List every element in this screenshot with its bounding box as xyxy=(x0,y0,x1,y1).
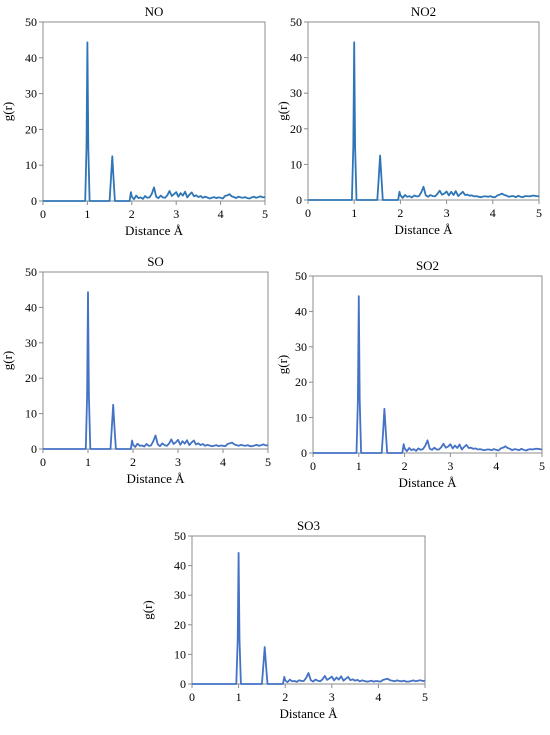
chart-title: NO2 xyxy=(411,4,436,19)
y-tick-label: 50 xyxy=(174,529,186,543)
y-axis-label: g(r) xyxy=(140,600,155,620)
series-line-gr xyxy=(192,552,426,685)
x-tick-label: 2 xyxy=(130,455,136,469)
y-tick-label: 30 xyxy=(25,87,37,101)
chart-title: SO xyxy=(147,254,164,269)
chart-svg: NO 0 10 20 30 40 50 0 1 2 3 4 5 Distance Å g(r) xyxy=(0,4,268,238)
plot-area-frame xyxy=(42,21,266,202)
x-tick-label: 5 xyxy=(422,690,428,704)
x-tick-label: 4 xyxy=(490,206,496,220)
x-tick-label: 1 xyxy=(356,459,362,473)
chart-svg: NO2 0 10 20 30 40 50 0 1 2 3 4 5 Distance Å g(r) xyxy=(275,4,542,237)
y-tick-label: 0 xyxy=(180,677,186,691)
y-tick-label: 20 xyxy=(174,618,186,632)
y-tick-label: 0 xyxy=(301,446,307,460)
y-tick-label: 40 xyxy=(290,51,302,65)
y-tick-label: 20 xyxy=(290,122,302,136)
x-tick-label: 0 xyxy=(310,459,316,473)
x-tick-label: 5 xyxy=(539,459,545,473)
x-tick-label: 0 xyxy=(189,690,195,704)
y-tick-label: 40 xyxy=(25,51,37,65)
x-tick-label: 3 xyxy=(173,207,179,221)
x-axis-label: Distance Å xyxy=(394,222,453,237)
x-tick-label: 0 xyxy=(305,206,311,220)
x-tick-label: 1 xyxy=(351,206,357,220)
x-axis-label: Distance Å xyxy=(279,706,338,721)
y-tick-label: 20 xyxy=(295,375,307,389)
x-tick-label: 3 xyxy=(329,690,335,704)
x-axis-label: Distance Å xyxy=(398,475,457,490)
chart-panel-so3: SO3 0 10 20 30 40 50 0 1 2 3 4 5 Distance Å g(r) xyxy=(140,503,430,730)
x-tick-label: 4 xyxy=(375,690,381,704)
y-tick-label: 50 xyxy=(290,15,302,29)
plot-area-frame xyxy=(42,271,269,450)
x-tick-label: 0 xyxy=(40,207,46,221)
x-tick-label: 4 xyxy=(218,207,224,221)
x-tick-label: 0 xyxy=(40,455,46,469)
y-axis-label: g(r) xyxy=(0,102,15,122)
chart-panel-no: NO 0 10 20 30 40 50 0 1 2 3 4 5 Distance Å g(r) xyxy=(0,0,272,245)
series-line-gr xyxy=(43,291,269,450)
x-tick-label: 3 xyxy=(175,455,181,469)
x-tick-label: 4 xyxy=(220,455,226,469)
x-tick-label: 5 xyxy=(262,207,268,221)
x-tick-label: 2 xyxy=(129,207,135,221)
x-tick-label: 4 xyxy=(493,459,499,473)
x-tick-label: 3 xyxy=(447,459,453,473)
chart-title: NO xyxy=(145,4,164,19)
y-tick-label: 50 xyxy=(25,15,37,29)
series-line-gr xyxy=(308,41,540,201)
x-axis-label: Distance Å xyxy=(126,471,185,486)
y-tick-label: 30 xyxy=(295,340,307,354)
y-tick-label: 40 xyxy=(174,559,186,573)
y-tick-label: 40 xyxy=(295,304,307,318)
series-line-gr xyxy=(313,295,543,454)
plot-area-frame xyxy=(191,535,426,685)
y-axis-label: g(r) xyxy=(275,101,290,121)
y-tick-label: 10 xyxy=(295,411,307,425)
y-tick-label: 10 xyxy=(25,158,37,172)
x-tick-label: 3 xyxy=(444,206,450,220)
y-axis-label: g(r) xyxy=(0,351,15,371)
chart-panel-no2: NO2 0 10 20 30 40 50 0 1 2 3 4 5 Distance Å g(r) xyxy=(275,0,547,245)
y-tick-label: 0 xyxy=(31,194,37,208)
y-tick-label: 50 xyxy=(295,269,307,283)
plot-area-frame xyxy=(307,21,540,201)
x-axis-label: Distance Å xyxy=(125,223,184,238)
chart-svg: SO 0 10 20 30 40 50 0 1 2 3 4 5 Distance Å g(r) xyxy=(0,254,271,486)
y-tick-label: 0 xyxy=(296,193,302,207)
chart-panel-so2: SO2 0 10 20 30 40 50 0 1 2 3 4 5 Distance Å g(r) xyxy=(275,250,547,495)
plot-area-frame xyxy=(312,275,543,454)
y-axis-label: g(r) xyxy=(275,355,290,375)
chart-title: SO2 xyxy=(416,258,439,273)
y-tick-label: 50 xyxy=(25,265,37,279)
x-tick-label: 1 xyxy=(236,690,242,704)
x-tick-label: 2 xyxy=(402,459,408,473)
x-tick-label: 5 xyxy=(265,455,271,469)
y-tick-label: 10 xyxy=(25,407,37,421)
chart-svg: SO3 0 10 20 30 40 50 0 1 2 3 4 5 Distance Å g(r) xyxy=(140,518,428,721)
x-tick-label: 2 xyxy=(282,690,288,704)
x-tick-label: 1 xyxy=(84,207,90,221)
y-tick-label: 40 xyxy=(25,300,37,314)
chart-panel-so: SO 0 10 20 30 40 50 0 1 2 3 4 5 Distance Å g(r) xyxy=(0,250,272,495)
y-tick-label: 20 xyxy=(25,371,37,385)
chart-svg: SO2 0 10 20 30 40 50 0 1 2 3 4 5 Distance Å g(r) xyxy=(275,258,545,490)
series-line-gr xyxy=(43,41,266,202)
chart-title: SO3 xyxy=(297,518,320,533)
y-tick-label: 30 xyxy=(290,86,302,100)
y-tick-label: 20 xyxy=(25,122,37,136)
x-tick-label: 1 xyxy=(85,455,91,469)
y-tick-label: 30 xyxy=(25,336,37,350)
x-tick-label: 2 xyxy=(397,206,403,220)
y-tick-label: 10 xyxy=(290,157,302,171)
y-tick-label: 30 xyxy=(174,588,186,602)
y-tick-label: 0 xyxy=(31,442,37,456)
y-tick-label: 10 xyxy=(174,647,186,661)
x-tick-label: 5 xyxy=(536,206,542,220)
